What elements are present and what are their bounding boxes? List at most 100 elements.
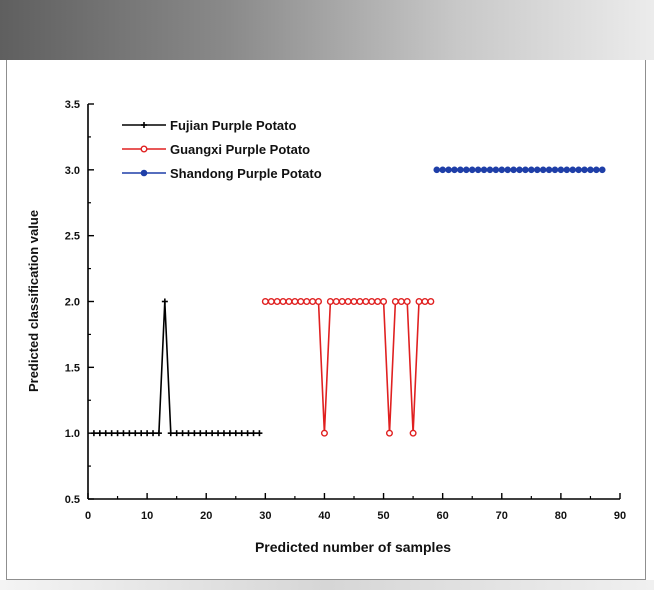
data-point — [191, 430, 198, 437]
data-point — [261, 298, 269, 306]
data-point — [141, 122, 147, 128]
data-point — [332, 298, 340, 306]
data-point — [391, 298, 399, 306]
data-point — [197, 430, 204, 437]
data-point — [150, 430, 157, 437]
data-point — [504, 166, 511, 174]
data-point — [533, 166, 541, 174]
y-tick-label: 2.0 — [65, 297, 80, 309]
x-tick-label: 40 — [318, 510, 330, 522]
data-point — [114, 430, 121, 437]
data-point — [522, 166, 529, 174]
data-point — [403, 298, 411, 306]
data-point — [545, 166, 553, 174]
data-point — [140, 145, 148, 153]
data-point — [486, 166, 494, 174]
data-point — [557, 166, 565, 174]
data-point — [368, 298, 376, 306]
x-tick-label: 80 — [555, 510, 567, 522]
data-point — [326, 298, 334, 306]
data-point — [285, 298, 293, 306]
series-2 — [433, 166, 606, 174]
series-line — [265, 300, 431, 434]
y-tick-label: 1.0 — [65, 428, 80, 440]
series-1 — [261, 298, 435, 437]
data-point — [215, 430, 222, 437]
x-tick-label: 70 — [496, 510, 508, 522]
legend-item: Fujian Purple Potato — [122, 118, 296, 133]
data-point — [445, 166, 452, 174]
data-point — [126, 430, 133, 437]
data-point — [385, 429, 393, 437]
data-point — [250, 430, 257, 437]
x-tick-label: 60 — [437, 510, 449, 522]
data-point — [155, 430, 162, 437]
data-point — [338, 298, 346, 306]
data-point — [510, 166, 517, 174]
bottom-shade — [0, 580, 654, 590]
y-tick-label: 2.5 — [65, 231, 80, 243]
data-point — [356, 298, 364, 306]
x-tick-label: 10 — [141, 510, 153, 522]
data-point — [144, 430, 151, 437]
data-point — [167, 430, 174, 437]
data-point — [185, 430, 192, 437]
data-point — [273, 298, 281, 306]
y-tick-label: 3.0 — [65, 165, 80, 177]
data-point — [315, 298, 323, 306]
data-point — [492, 166, 500, 174]
data-point — [516, 166, 523, 174]
data-point — [209, 430, 216, 437]
data-point — [279, 298, 287, 306]
data-point — [439, 166, 446, 174]
data-point — [90, 430, 97, 437]
data-point — [397, 298, 405, 306]
figure-box — [6, 60, 646, 580]
data-point — [309, 298, 317, 306]
data-point — [120, 430, 127, 437]
data-point — [173, 430, 180, 437]
series — [90, 166, 606, 437]
data-point — [468, 166, 476, 174]
data-point — [374, 298, 382, 306]
data-point — [138, 430, 145, 437]
header-band — [0, 0, 654, 60]
x-tick-label: 50 — [377, 510, 389, 522]
x-ticks: 0 10 20 30 40 50 60 70 80 90 — [85, 493, 626, 522]
data-point — [350, 298, 358, 306]
data-point — [140, 169, 148, 177]
data-point — [575, 166, 582, 174]
data-point — [291, 298, 299, 306]
data-point — [433, 166, 441, 174]
data-point — [232, 430, 239, 437]
data-point — [108, 430, 115, 437]
data-point — [457, 166, 464, 174]
data-point — [581, 166, 588, 174]
x-tick-label: 90 — [614, 510, 626, 522]
series-0 — [90, 298, 263, 437]
legend-label: Guangxi Purple Potato — [170, 142, 310, 157]
data-point — [539, 166, 547, 174]
data-point — [297, 298, 305, 306]
data-point — [593, 166, 600, 174]
data-point — [179, 430, 186, 437]
data-point — [256, 430, 263, 437]
data-point — [598, 166, 606, 174]
legend-label: Fujian Purple Potato — [170, 118, 296, 133]
data-point — [238, 430, 245, 437]
data-point — [161, 298, 168, 305]
data-point — [551, 166, 559, 174]
x-tick-label: 0 — [85, 510, 91, 522]
data-point — [244, 430, 251, 437]
data-point — [563, 166, 571, 174]
data-point — [474, 166, 482, 174]
legend-label: Shandong Purple Potato — [170, 166, 322, 181]
y-ticks: 0.5 1.0 1.5 2.0 2.5 3.0 3.5 — [65, 99, 94, 506]
data-point — [96, 430, 103, 437]
data-point — [203, 430, 210, 437]
data-point — [303, 298, 311, 306]
data-point — [427, 298, 435, 306]
data-point — [480, 166, 488, 174]
